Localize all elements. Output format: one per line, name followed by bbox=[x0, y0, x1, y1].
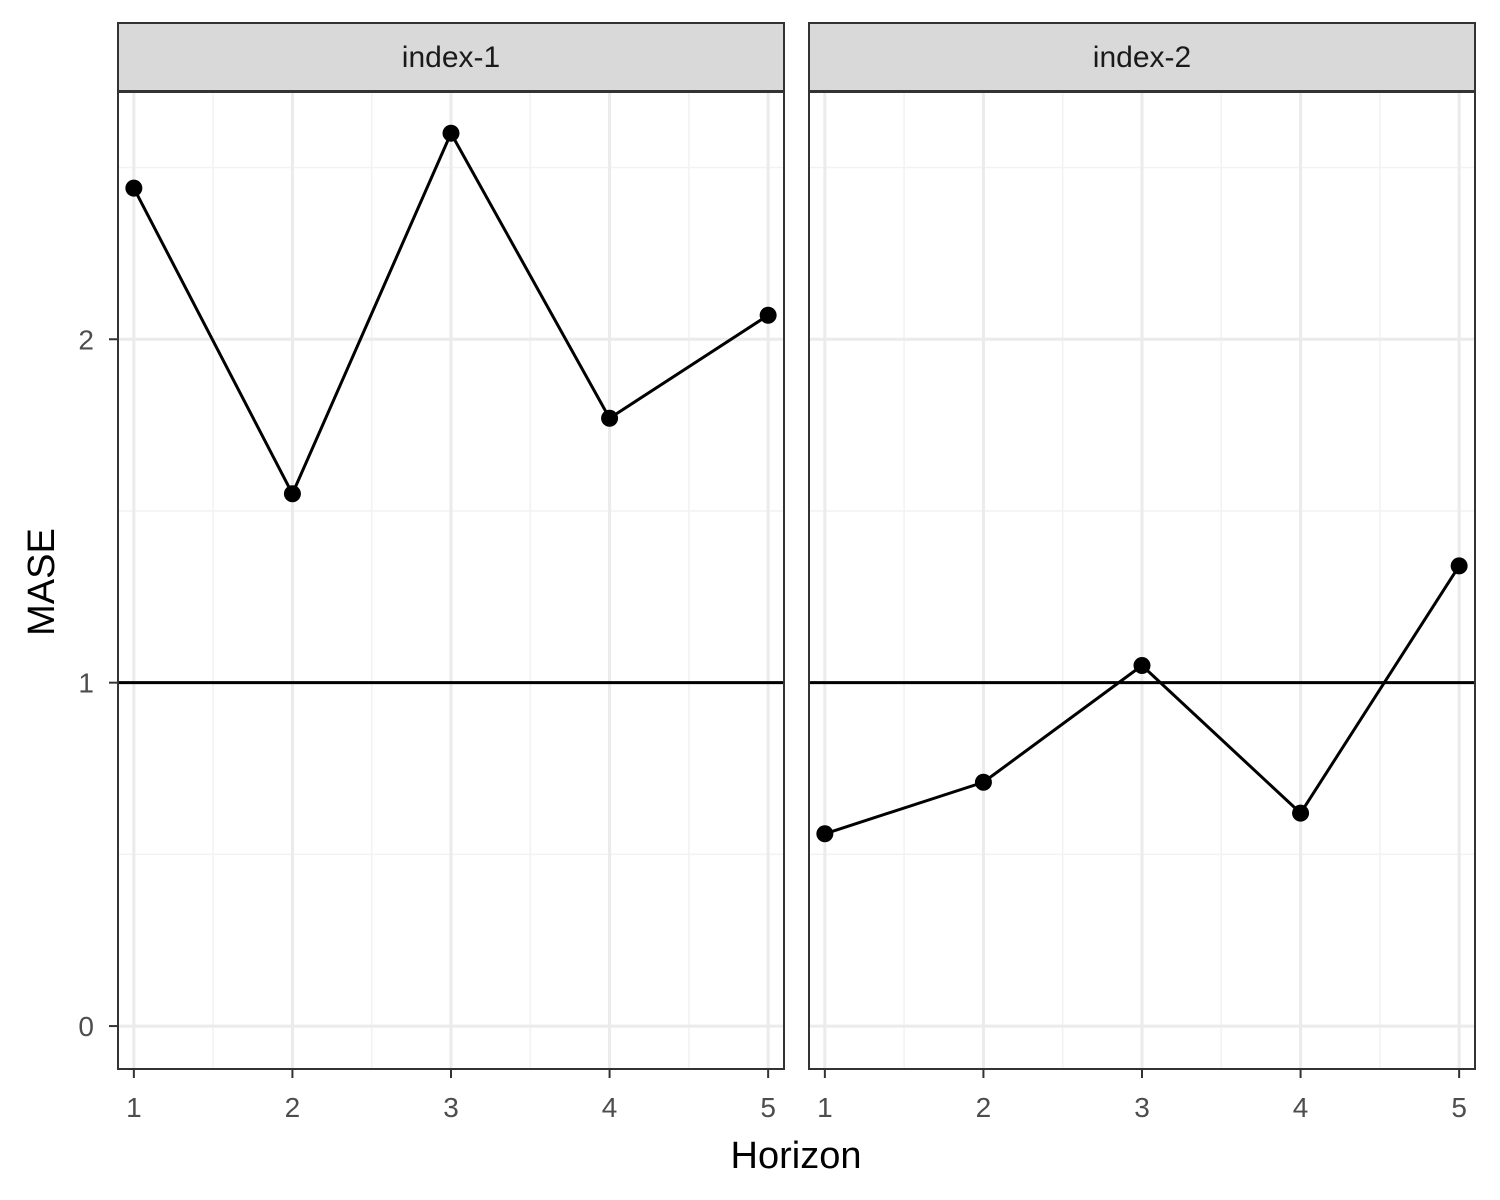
x-tick-label: 2 bbox=[976, 1092, 992, 1123]
panel-index-1: index-1 1 2 3 4 5 0 1 2 bbox=[78, 22, 785, 1123]
facet-strip-label: index-2 bbox=[1093, 41, 1191, 74]
facet-strip bbox=[117, 22, 785, 92]
x-axis-title: Horizon bbox=[731, 1135, 862, 1177]
y-tick-label: 0 bbox=[78, 1011, 94, 1042]
data-point bbox=[1133, 656, 1151, 674]
x-tick-label: 1 bbox=[126, 1092, 142, 1123]
data-point bbox=[974, 773, 992, 791]
data-point bbox=[442, 124, 460, 142]
data-point bbox=[601, 409, 619, 427]
y-axis-title: MASE bbox=[21, 528, 63, 636]
data-point bbox=[816, 825, 834, 843]
data-point bbox=[1292, 804, 1310, 822]
x-tick-label: 5 bbox=[760, 1092, 776, 1123]
x-tick-label: 1 bbox=[817, 1092, 833, 1123]
x-tick-label: 3 bbox=[443, 1092, 459, 1123]
data-point bbox=[125, 179, 143, 197]
data-point bbox=[759, 306, 777, 324]
x-tick-label: 2 bbox=[285, 1092, 301, 1123]
data-point bbox=[1450, 557, 1468, 575]
panel-index-2: index-2 1 2 3 4 5 bbox=[808, 22, 1476, 1123]
x-tick-label: 3 bbox=[1134, 1092, 1150, 1123]
facet-strip-label: index-1 bbox=[402, 41, 500, 74]
x-tick-label: 4 bbox=[602, 1092, 618, 1123]
y-tick-label: 2 bbox=[78, 324, 94, 355]
facet-strip bbox=[808, 22, 1476, 92]
y-tick-label: 1 bbox=[78, 668, 94, 699]
data-point bbox=[283, 485, 301, 503]
x-tick-label: 5 bbox=[1451, 1092, 1467, 1123]
x-tick-label: 4 bbox=[1293, 1092, 1309, 1123]
